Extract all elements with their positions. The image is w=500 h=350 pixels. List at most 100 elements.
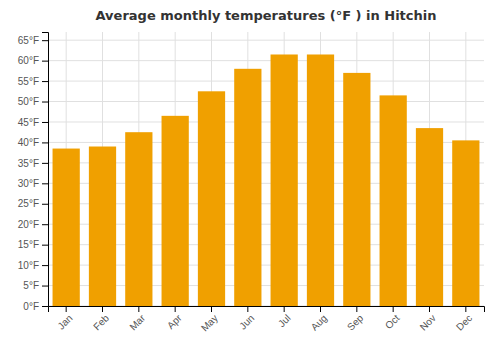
x-axis-line [49, 307, 485, 313]
x-tick-mark [211, 306, 212, 312]
x-tick: Jan [55, 306, 74, 332]
y-tick: 30°F [18, 178, 48, 189]
y-tick-label: 45°F [18, 117, 39, 128]
grid [48, 32, 484, 306]
y-tick: 15°F [18, 239, 48, 250]
y-grid-line [48, 60, 484, 61]
y-tick: 5°F [23, 280, 48, 291]
x-tick: Aug [309, 306, 329, 333]
bar [53, 149, 80, 306]
y-tick-label: 35°F [18, 158, 39, 169]
y-tick-mark [42, 81, 48, 82]
x-axis: Jan Feb Mar Apr May Jun Jul Aug Sep Oct Nov Dec [49, 306, 485, 334]
bar [380, 95, 407, 306]
x-tick: Jun [237, 306, 256, 332]
y-tick-mark [42, 183, 48, 184]
bar [198, 91, 225, 306]
bar [162, 116, 189, 306]
y-tick-mark [42, 122, 48, 123]
y-tick: 25°F [18, 198, 48, 209]
x-tick-label: Dec [454, 312, 474, 332]
y-grid-line [48, 81, 484, 82]
y-tick-mark [42, 142, 48, 143]
x-tick-mark [320, 306, 321, 312]
x-tick-mark [356, 306, 357, 312]
x-tick-mark [102, 306, 103, 312]
x-tick-label: Apr [165, 312, 184, 331]
y-tick-label: 15°F [18, 239, 39, 250]
y-tick: 20°F [18, 219, 48, 230]
y-tick-mark [42, 102, 48, 103]
y-tick-label: 5°F [23, 280, 39, 291]
y-tick-label: 50°F [18, 96, 39, 107]
y-tick: 45°F [18, 117, 48, 128]
y-tick-label: 65°F [18, 35, 39, 46]
bar [343, 73, 370, 306]
bar [452, 140, 479, 306]
y-tick-label: 60°F [18, 55, 39, 66]
chart: 0°F 5°F 10°F 15°F 20°F 25°F 30°F 35°F 40°F 45°F 50… [0, 0, 500, 350]
x-tick-mark [284, 306, 285, 312]
bar [307, 54, 334, 306]
x-tick: Mar [127, 306, 147, 332]
y-tick-label: 55°F [18, 76, 39, 87]
y-tick-label: 20°F [18, 219, 39, 230]
y-tick-mark [42, 163, 48, 164]
y-tick-mark [42, 224, 48, 225]
x-tick-label: Nov [418, 312, 438, 332]
bars [53, 54, 480, 306]
x-tick-label: Jan [55, 312, 74, 331]
x-tick-mark [247, 306, 248, 312]
bar [125, 132, 152, 306]
y-tick-label: 25°F [18, 198, 39, 209]
y-tick-label: 0°F [23, 301, 39, 312]
y-grid-line [48, 101, 484, 102]
y-tick-mark [42, 245, 48, 246]
y-tick-mark [42, 61, 48, 62]
y-tick: 65°F [18, 35, 48, 46]
x-tick: Oct [383, 306, 402, 331]
y-tick-mark [42, 40, 48, 41]
x-tick-label: Sep [345, 312, 366, 333]
y-grid-line [48, 40, 484, 41]
x-tick-label: Feb [91, 312, 111, 332]
bar [234, 69, 261, 306]
x-tick-mark [393, 306, 394, 312]
y-tick: 40°F [18, 137, 48, 148]
y-tick: 10°F [18, 260, 48, 271]
y-axis: 0°F 5°F 10°F 15°F 20°F 25°F 30°F 35°F 40°F 45°F 50… [18, 33, 49, 312]
x-tick: Apr [165, 306, 184, 331]
x-tick: Feb [91, 306, 111, 332]
y-tick: 35°F [18, 158, 48, 169]
x-tick-label: Jun [237, 312, 256, 331]
x-tick-mark [175, 306, 176, 312]
bar [271, 54, 298, 306]
x-tick: May [199, 306, 220, 334]
y-tick: 55°F [18, 76, 48, 87]
y-tick-label: 30°F [18, 178, 39, 189]
title: Average monthly temperatures (°F ) in Hi… [96, 8, 437, 23]
y-axis-line [42, 33, 49, 307]
x-tick-label: May [199, 312, 220, 333]
plot: 0°F 5°F 10°F 15°F 20°F 25°F 30°F 35°F 40°F 45°F 50… [18, 32, 485, 334]
y-grid-line [48, 121, 484, 122]
x-tick: Dec [454, 306, 474, 333]
x-tick-label: Jul [276, 312, 293, 329]
x-tick-mark [429, 306, 430, 312]
x-tick: Sep [345, 306, 366, 333]
y-tick: 50°F [18, 96, 48, 107]
y-tick-mark [42, 204, 48, 205]
bar [416, 128, 443, 306]
x-tick-label: Oct [383, 312, 402, 331]
y-tick-mark [42, 286, 48, 287]
x-tick-label: Aug [309, 312, 329, 332]
bar [89, 147, 116, 306]
y-tick-label: 40°F [18, 137, 39, 148]
y-tick-label: 10°F [18, 260, 39, 271]
y-tick: 60°F [18, 55, 48, 66]
x-tick: Nov [418, 306, 438, 333]
y-tick: 0°F [23, 301, 48, 312]
y-tick-mark [42, 306, 48, 307]
y-tick-mark [42, 265, 48, 266]
x-tick-mark [66, 306, 67, 312]
